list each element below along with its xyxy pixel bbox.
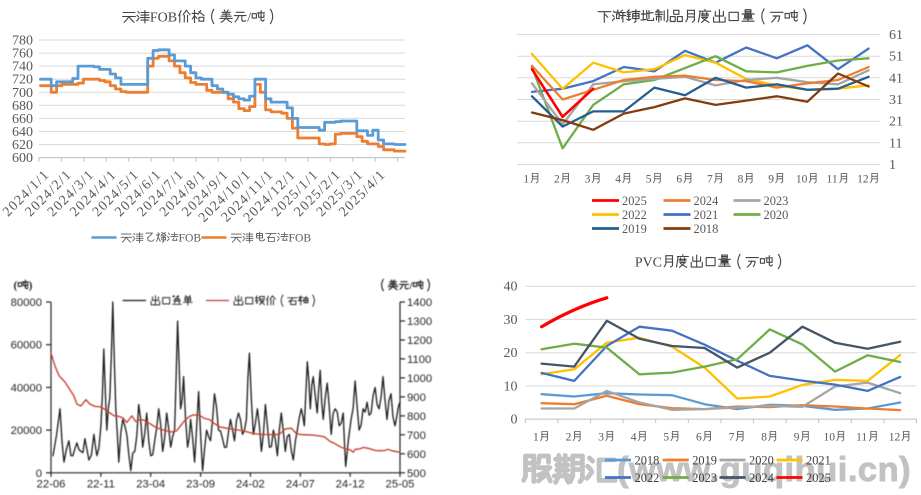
svg-text:PVC: PVC	[635, 256, 662, 271]
svg-text:): )	[29, 280, 33, 292]
svg-text:700: 700	[12, 86, 33, 101]
svg-text:3: 3	[598, 432, 604, 444]
svg-text:1200: 1200	[407, 335, 432, 347]
svg-text:2020: 2020	[749, 453, 774, 467]
svg-text:1100: 1100	[407, 354, 431, 366]
svg-text:7: 7	[729, 432, 735, 444]
svg-text:2022: 2022	[622, 208, 647, 222]
svg-text:600: 600	[12, 151, 33, 166]
svg-text:1000: 1000	[407, 373, 432, 385]
svg-text:24-07: 24-07	[286, 478, 315, 490]
svg-text:61: 61	[889, 28, 903, 43]
svg-text:2025: 2025	[622, 194, 647, 208]
svg-text:2024: 2024	[749, 471, 774, 485]
svg-text:31: 31	[889, 93, 903, 108]
svg-text:2019: 2019	[692, 453, 717, 467]
svg-text:2021: 2021	[694, 208, 719, 222]
svg-text:2019: 2019	[622, 222, 647, 236]
svg-text:780: 780	[12, 34, 33, 49]
svg-text:3: 3	[585, 174, 591, 186]
svg-text:30: 30	[504, 313, 518, 328]
svg-text:FOB: FOB	[150, 11, 177, 26]
svg-text:2020: 2020	[764, 208, 789, 222]
svg-text:23-04: 23-04	[136, 478, 165, 490]
svg-text:10: 10	[504, 379, 518, 394]
svg-text:41: 41	[889, 71, 903, 86]
svg-text:60000: 60000	[11, 340, 42, 352]
svg-text:900: 900	[407, 392, 426, 404]
svg-text:680: 680	[12, 99, 33, 114]
svg-text:22-06: 22-06	[37, 478, 66, 490]
svg-text:11: 11	[856, 432, 867, 444]
svg-text:2022: 2022	[635, 471, 660, 485]
svg-text:2021: 2021	[806, 453, 831, 467]
svg-text:700: 700	[407, 430, 426, 442]
svg-text:500: 500	[407, 468, 426, 480]
svg-text:6: 6	[676, 174, 682, 186]
svg-text:9: 9	[768, 174, 774, 186]
svg-text:2018: 2018	[694, 222, 719, 236]
svg-text:40: 40	[504, 280, 518, 295]
svg-text:0: 0	[36, 468, 42, 480]
svg-text:620: 620	[12, 138, 33, 153]
svg-text:4: 4	[615, 174, 621, 186]
svg-text:20: 20	[504, 346, 518, 361]
svg-text:740: 740	[12, 60, 33, 75]
svg-text:22-11: 22-11	[87, 478, 115, 490]
svg-text:1: 1	[889, 158, 896, 173]
svg-text:80000: 80000	[11, 297, 42, 309]
svg-text:12: 12	[889, 432, 901, 444]
svg-text:20000: 20000	[11, 425, 42, 437]
svg-text:0: 0	[511, 413, 518, 428]
svg-text:9: 9	[794, 432, 800, 444]
svg-text:2023: 2023	[692, 471, 717, 485]
svg-text:FOB: FOB	[289, 232, 312, 245]
svg-text:5: 5	[646, 174, 652, 186]
svg-text:11: 11	[889, 136, 902, 151]
svg-text:40000: 40000	[11, 382, 42, 394]
svg-text:720: 720	[12, 73, 33, 88]
svg-text:/: /	[409, 280, 414, 292]
svg-text:1: 1	[523, 174, 529, 186]
svg-text:2024: 2024	[694, 194, 719, 208]
svg-text:800: 800	[407, 411, 426, 423]
svg-text:FOB: FOB	[179, 232, 202, 245]
svg-text:6: 6	[696, 432, 702, 444]
svg-text:5: 5	[663, 432, 669, 444]
svg-text:8: 8	[761, 432, 767, 444]
svg-text:1: 1	[533, 432, 539, 444]
svg-text:12: 12	[857, 174, 869, 186]
svg-text:760: 760	[12, 47, 33, 62]
svg-text:21: 21	[889, 115, 903, 130]
svg-text:11: 11	[827, 174, 838, 186]
svg-text:8: 8	[738, 174, 744, 186]
svg-text:2: 2	[566, 432, 572, 444]
svg-text:4: 4	[631, 432, 637, 444]
svg-text:25-05: 25-05	[386, 478, 415, 490]
svg-text:2023: 2023	[764, 194, 789, 208]
svg-text:2018: 2018	[635, 453, 660, 467]
svg-text:2025: 2025	[806, 471, 831, 485]
svg-text:24-02: 24-02	[236, 478, 265, 490]
svg-text:(: (	[14, 280, 18, 292]
svg-text:/: /	[247, 11, 251, 26]
svg-text:51: 51	[889, 50, 903, 65]
svg-text:660: 660	[12, 112, 33, 127]
svg-text:24-12: 24-12	[336, 478, 365, 490]
svg-text:23-09: 23-09	[186, 478, 215, 490]
svg-text:10: 10	[796, 174, 808, 186]
svg-text:2: 2	[554, 174, 560, 186]
svg-text:1300: 1300	[407, 316, 432, 328]
svg-text:1400: 1400	[407, 297, 432, 309]
svg-text:640: 640	[12, 125, 33, 140]
svg-text:(www.guqihui.cn): (www.guqihui.cn)	[617, 451, 911, 489]
svg-text:600: 600	[407, 449, 426, 461]
svg-text:7: 7	[707, 174, 713, 186]
svg-text:10: 10	[824, 432, 836, 444]
